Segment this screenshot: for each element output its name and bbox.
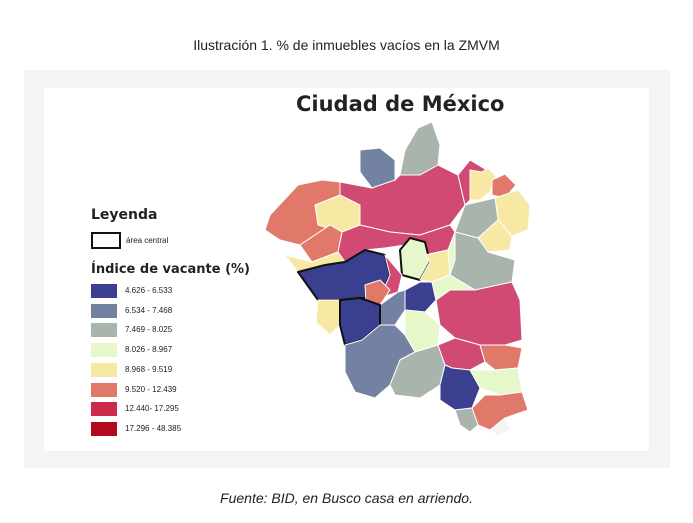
region-e-pink [435,281,523,346]
legend-swatch [91,303,117,318]
index-title: Índice de vacante (%) [91,262,250,277]
legend-swatch [91,402,117,417]
region-far-s-salmon [471,391,529,431]
legend-label: 6.534 - 7.468 [125,305,173,315]
region-far-s-white [489,417,511,437]
central-area-label: área central [126,236,169,245]
region-s-blue [439,364,481,411]
region-s-salmon [479,344,523,371]
map-regions [264,121,531,437]
central-area-swatch [91,232,121,249]
legend-label: 17.296 - 48.385 [125,423,182,433]
region-far-s-gray [454,407,479,433]
legend-swatch [91,343,117,358]
legend-label: 7.469 - 8.025 [125,325,173,335]
region-center-blue-2 [404,281,437,313]
figure-caption: Ilustración 1. % de inmuebles vacíos en … [193,37,500,53]
legend-label: 9.520 - 12.439 [125,384,177,394]
region-ne-salmon [491,173,517,199]
legend-swatch [91,284,117,298]
legend-swatch [91,362,117,377]
legend-title: Leyenda [91,207,158,223]
legend-label: 8.026 - 8.967 [125,345,173,355]
region-e-green [431,274,476,301]
legend-swatch [91,382,117,397]
region-e-green-2 [447,231,456,276]
legend-swatch [91,323,117,338]
map-title: Ciudad de México [296,92,505,116]
legend-label: 8.968 - 9.519 [125,364,173,374]
legend-swatch [91,421,117,436]
region-w-yellow-3 [315,299,346,336]
source-footer: Fuente: BID, en Busco casa en arriendo. [220,490,473,506]
legend-label: 12.440- 17.295 [125,404,179,414]
legend-label: 4.626 - 6.533 [125,286,173,295]
